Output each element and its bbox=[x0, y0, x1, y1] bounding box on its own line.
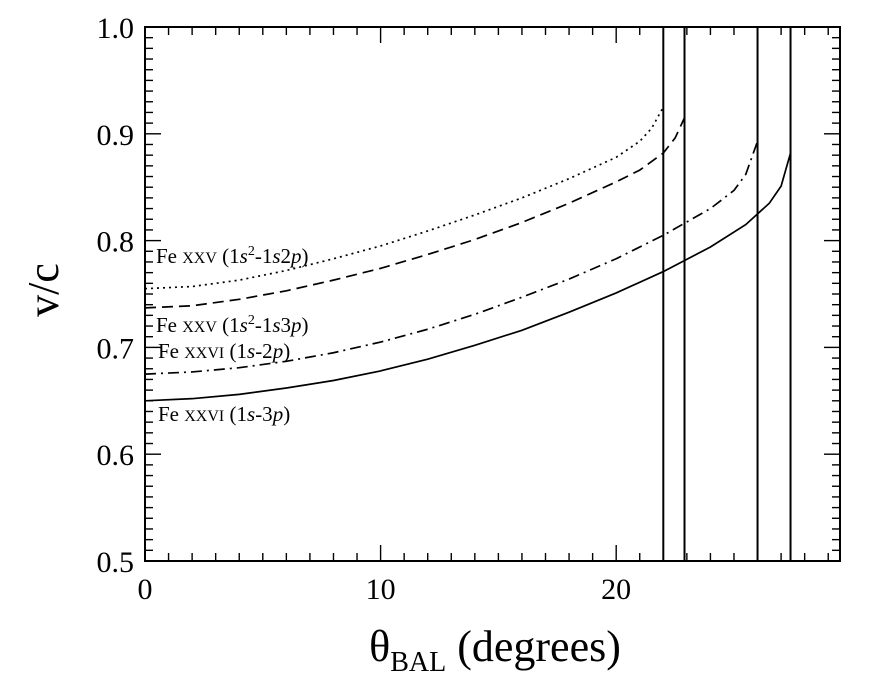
y-tick-label: 0.7 bbox=[97, 332, 135, 365]
plot-frame bbox=[144, 26, 841, 562]
series-layer bbox=[144, 106, 792, 402]
series-line-2 bbox=[144, 117, 686, 309]
series-label-fe25-1s3p: Fe XXV (1s2-1s3p) bbox=[156, 313, 309, 337]
y-tick-label: 0.9 bbox=[97, 119, 135, 152]
y-tick-label: 0.8 bbox=[97, 226, 135, 259]
x-tick-label: 10 bbox=[366, 573, 396, 606]
series-line-1 bbox=[144, 106, 665, 290]
series-label-fe26-1s2p: Fe XXVI (1s-2p) bbox=[158, 339, 290, 363]
y-tick-label: 0.5 bbox=[97, 546, 135, 579]
y-axis-title: v/c bbox=[19, 263, 68, 317]
series-label-fe26-1s3p: Fe XXVI (1s-3p) bbox=[158, 402, 290, 426]
y-tick-label: 1.0 bbox=[97, 12, 135, 45]
x-tick-label: 20 bbox=[601, 573, 631, 606]
ticks bbox=[144, 26, 840, 562]
vertical-lines bbox=[662, 27, 792, 561]
series-label-fe25-1s2p: Fe XXV (1s2-1s2p) bbox=[156, 244, 309, 268]
series-line-3 bbox=[144, 140, 759, 375]
tick-labels: 0 10 20 0.5 0.6 0.7 0.8 0.9 1.0 bbox=[97, 12, 632, 606]
x-axis-title: θBAL (degrees) bbox=[369, 622, 621, 678]
y-tick-label: 0.6 bbox=[97, 439, 135, 472]
series-line-4 bbox=[144, 152, 792, 402]
x-tick-label: 0 bbox=[138, 573, 153, 606]
